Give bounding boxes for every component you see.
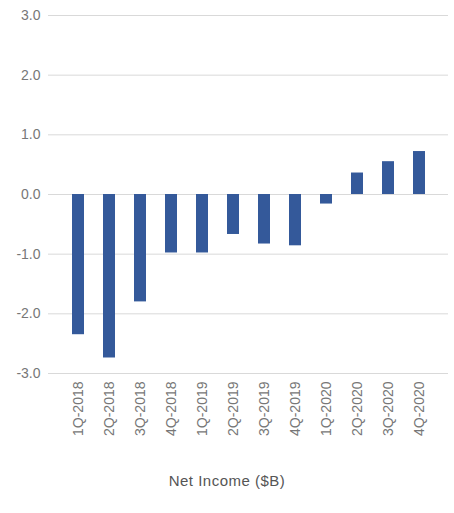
svg-text:4Q-2019: 4Q-2019 <box>287 381 303 436</box>
svg-text:4Q-2018: 4Q-2018 <box>163 381 179 436</box>
svg-text:2Q-2020: 2Q-2020 <box>349 381 365 436</box>
svg-text:3.0: 3.0 <box>21 7 41 23</box>
svg-text:1Q-2018: 1Q-2018 <box>70 381 86 436</box>
svg-text:4Q-2020: 4Q-2020 <box>411 381 427 436</box>
svg-text:1Q-2020: 1Q-2020 <box>318 381 334 436</box>
svg-text:2Q-2018: 2Q-2018 <box>101 381 117 436</box>
html-text:Net Income ($B): Net Income ($B) <box>168 472 286 489</box>
svg-text:0.0: 0.0 <box>21 186 41 202</box>
svg-text:-3.0: -3.0 <box>16 365 40 381</box>
svg-text:3Q-2020: 3Q-2020 <box>380 381 396 436</box>
svg-text:1.0: 1.0 <box>21 126 41 142</box>
svg-text:-2.0: -2.0 <box>16 305 40 321</box>
svg-text:2.0: 2.0 <box>21 67 41 83</box>
svg-text:2Q-2019: 2Q-2019 <box>225 381 241 436</box>
svg-text:-1.0: -1.0 <box>16 246 40 262</box>
svg-text:3Q-2018: 3Q-2018 <box>132 381 148 436</box>
svg-text:3Q-2019: 3Q-2019 <box>256 381 272 436</box>
svg-text:1Q-2019: 1Q-2019 <box>194 381 210 436</box>
